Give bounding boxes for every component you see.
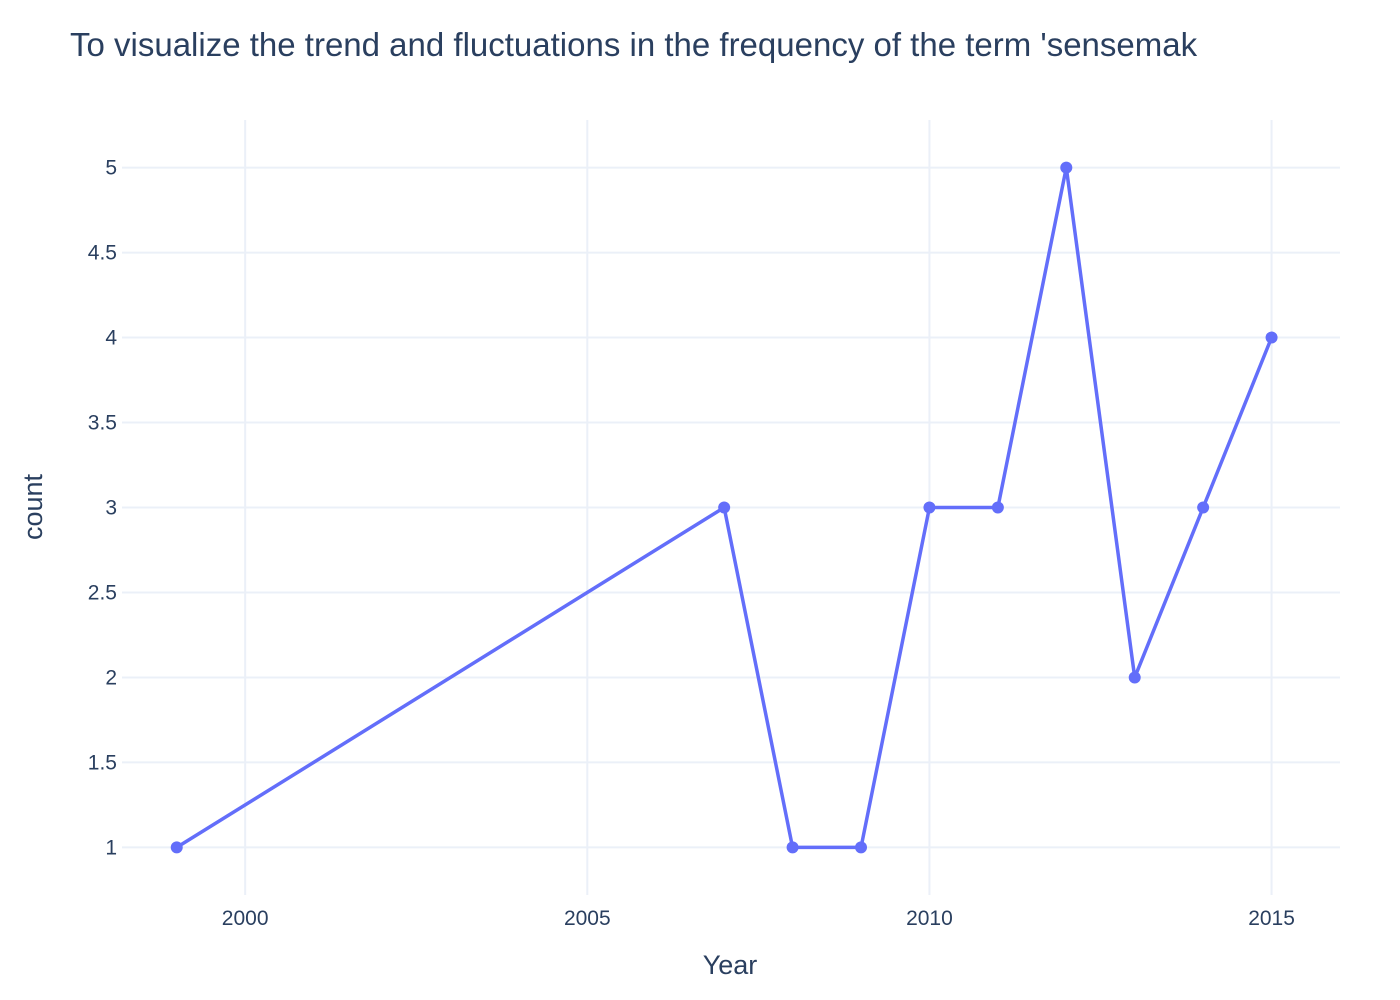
data-point[interactable]: [1128, 671, 1141, 684]
series-layer: [170, 161, 1278, 854]
data-point[interactable]: [1060, 161, 1073, 174]
x-tick-label: 2010: [906, 907, 953, 930]
y-tick-label: 2: [105, 666, 117, 689]
y-tick-label: 4: [105, 327, 117, 350]
x-tick-labels: 2000 2005 2010 2015: [222, 907, 1295, 930]
data-point[interactable]: [170, 841, 183, 854]
y-axis-title: count: [18, 473, 48, 540]
series-line: [175, 165, 1274, 850]
x-axis-title: Year: [703, 950, 758, 980]
y-tick-label: 3.5: [88, 412, 117, 435]
y-tick-label: 1: [105, 836, 117, 859]
data-point[interactable]: [855, 841, 868, 854]
y-gridlines: [122, 166, 1340, 849]
y-tick-labels: 1 1.5 2 2.5 3 3.5 4 4.5 5: [88, 157, 118, 860]
data-point[interactable]: [1265, 331, 1278, 344]
y-tick-label: 3: [105, 497, 117, 520]
y-tick-label: 1.5: [88, 751, 117, 774]
x-tick-label: 2000: [222, 907, 269, 930]
x-tick-label: 2005: [564, 907, 611, 930]
data-point[interactable]: [718, 501, 731, 514]
data-point[interactable]: [991, 501, 1004, 514]
x-tick-label: 2015: [1248, 907, 1295, 930]
data-point[interactable]: [1197, 501, 1210, 514]
y-tick-label: 5: [105, 157, 117, 180]
chart-title: To visualize the trend and fluctuations …: [70, 26, 1198, 63]
data-point[interactable]: [786, 841, 799, 854]
y-tick-label: 2.5: [88, 581, 117, 604]
y-tick-label: 4.5: [88, 242, 117, 265]
data-point[interactable]: [923, 501, 936, 514]
